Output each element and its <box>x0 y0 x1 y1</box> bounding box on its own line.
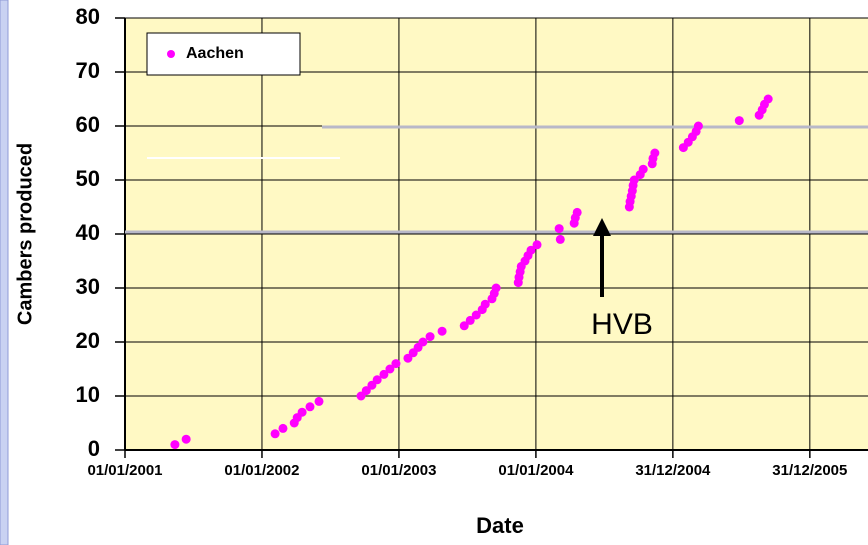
y-tick-label: 30 <box>76 274 100 299</box>
point <box>572 207 582 217</box>
point <box>629 175 639 185</box>
point <box>297 407 307 417</box>
annotation-arrowhead <box>593 218 611 236</box>
point <box>734 116 744 126</box>
point <box>379 369 389 379</box>
point <box>385 364 395 374</box>
point <box>555 234 565 244</box>
point <box>532 240 542 250</box>
legend-marker <box>167 50 175 58</box>
point <box>361 386 371 396</box>
x-tick-label: 01/01/2003 <box>361 462 436 479</box>
point <box>763 94 773 104</box>
point <box>391 359 401 369</box>
point <box>465 315 475 325</box>
point <box>305 402 315 412</box>
x-axis-label: Date <box>476 513 524 538</box>
y-axis-label: Cambers produced <box>14 143 36 325</box>
point <box>638 164 648 174</box>
point <box>480 299 490 309</box>
y-tick-label: 0 <box>88 436 100 461</box>
y-tick-label: 70 <box>76 58 100 83</box>
point <box>181 434 191 444</box>
x-tick-label: 01/01/2004 <box>498 462 574 479</box>
y-tick-label: 50 <box>76 166 100 191</box>
point <box>270 429 280 439</box>
point <box>459 321 469 331</box>
point <box>437 326 447 336</box>
point <box>418 337 428 347</box>
point <box>471 310 481 320</box>
x-tick-label: 31/12/2004 <box>635 462 711 479</box>
y-tick-label: 10 <box>76 382 100 407</box>
point <box>314 396 324 406</box>
y-tick-label: 60 <box>76 112 100 137</box>
side-strip <box>0 0 9 545</box>
point <box>170 440 180 450</box>
x-tick-label: 31/12/2005 <box>772 462 847 479</box>
point <box>491 283 501 293</box>
y-tick-label: 40 <box>76 220 100 245</box>
point <box>425 332 435 342</box>
annotation: HVB <box>591 308 653 341</box>
y-tick-label: 20 <box>76 328 100 353</box>
legend-label: Aachen <box>186 45 244 62</box>
point <box>650 148 660 158</box>
point <box>526 245 536 255</box>
x-tick-label: 01/01/2002 <box>224 462 299 479</box>
point <box>693 121 703 131</box>
x-tick-label: 01/01/2001 <box>87 462 162 479</box>
point <box>554 224 564 234</box>
point <box>278 423 288 433</box>
y-tick-label: 80 <box>76 4 100 29</box>
point <box>372 375 382 385</box>
